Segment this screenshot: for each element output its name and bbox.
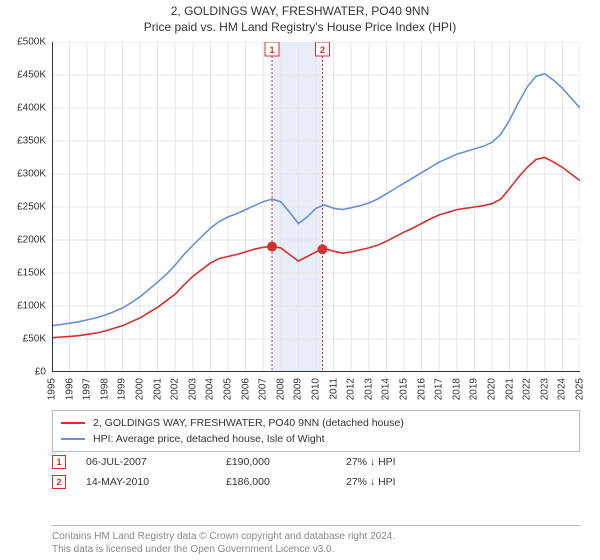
y-tick-label: £250K [17, 202, 46, 213]
x-tick-label: 2005 [223, 378, 234, 400]
svg-text:2: 2 [320, 45, 325, 55]
event-row: 2 14-MAY-2010 £186,000 27% ↓ HPI [52, 472, 580, 492]
x-tick-label: 2004 [205, 378, 216, 400]
event-marker: 2 [52, 475, 66, 489]
y-tick-label: £50K [23, 334, 46, 345]
y-tick-label: £200K [17, 235, 46, 246]
x-tick-label: 2017 [434, 378, 445, 400]
chart-container: 2, GOLDINGS WAY, FRESHWATER, PO40 9NN Pr… [0, 0, 600, 560]
x-tick-label: 2022 [522, 378, 533, 400]
x-tick-label: 2006 [240, 378, 251, 400]
legend-label: 2, GOLDINGS WAY, FRESHWATER, PO40 9NN (d… [93, 417, 404, 429]
svg-text:1: 1 [269, 45, 274, 55]
x-tick-label: 2010 [311, 378, 322, 400]
x-tick-label: 1996 [64, 378, 75, 400]
event-row: 1 06-JUL-2007 £190,000 27% ↓ HPI [52, 452, 580, 472]
x-tick-label: 2018 [451, 378, 462, 400]
x-tick-label: 2016 [416, 378, 427, 400]
legend: 2, GOLDINGS WAY, FRESHWATER, PO40 9NN (d… [52, 410, 580, 452]
x-tick-label: 2008 [275, 378, 286, 400]
attribution: Contains HM Land Registry data © Crown c… [52, 525, 580, 556]
y-tick-label: £150K [17, 268, 46, 279]
x-tick-label: 2019 [469, 378, 480, 400]
x-tick-label: 2011 [328, 378, 339, 400]
chart-title-subtitle: Price paid vs. HM Land Registry's House … [0, 20, 600, 34]
y-tick-label: £100K [17, 301, 46, 312]
x-axis: 1995199619971998199920002001200220032004… [52, 374, 580, 408]
x-tick-label: 1997 [82, 378, 93, 400]
x-tick-label: 1995 [47, 378, 58, 400]
x-tick-label: 2007 [258, 378, 269, 400]
x-tick-label: 2014 [381, 378, 392, 400]
chart-svg: 12 [52, 42, 580, 372]
chart-titles: 2, GOLDINGS WAY, FRESHWATER, PO40 9NN Pr… [0, 0, 600, 34]
x-tick-label: 2025 [575, 378, 586, 400]
y-tick-label: £450K [17, 70, 46, 81]
y-tick-label: £350K [17, 136, 46, 147]
event-date: 14-MAY-2010 [86, 476, 206, 488]
legend-swatch [61, 422, 85, 424]
plot-area: 12 [52, 42, 580, 372]
x-tick-label: 2001 [152, 378, 163, 400]
x-tick-label: 2002 [170, 378, 181, 400]
y-axis: £0£50K£100K£150K£200K£250K£300K£350K£400… [0, 42, 50, 372]
attribution-line2: This data is licensed under the Open Gov… [52, 543, 580, 556]
legend-swatch [61, 438, 85, 440]
event-price: £190,000 [226, 456, 326, 468]
y-tick-label: £400K [17, 103, 46, 114]
sale-events: 1 06-JUL-2007 £190,000 27% ↓ HPI 2 14-MAY-201… [52, 452, 580, 492]
legend-item: HPI: Average price, detached house, Isle… [61, 431, 571, 447]
x-tick-label: 1999 [117, 378, 128, 400]
x-tick-label: 2015 [399, 378, 410, 400]
x-tick-label: 2012 [346, 378, 357, 400]
x-tick-label: 2013 [363, 378, 374, 400]
event-price: £186,000 [226, 476, 326, 488]
event-marker: 1 [52, 455, 66, 469]
x-tick-label: 2009 [293, 378, 304, 400]
chart-title-address: 2, GOLDINGS WAY, FRESHWATER, PO40 9NN [0, 4, 600, 18]
y-tick-label: £0 [35, 367, 46, 378]
legend-item: 2, GOLDINGS WAY, FRESHWATER, PO40 9NN (d… [61, 415, 571, 431]
x-tick-label: 2020 [487, 378, 498, 400]
event-delta: 27% ↓ HPI [346, 456, 446, 468]
x-tick-label: 2000 [135, 378, 146, 400]
x-tick-label: 2024 [557, 378, 568, 400]
x-tick-label: 2003 [187, 378, 198, 400]
y-tick-label: £500K [17, 37, 46, 48]
event-date: 06-JUL-2007 [86, 456, 206, 468]
x-tick-label: 1998 [99, 378, 110, 400]
legend-label: HPI: Average price, detached house, Isle… [93, 433, 325, 445]
x-tick-label: 2021 [504, 378, 515, 400]
x-tick-label: 2023 [539, 378, 550, 400]
event-delta: 27% ↓ HPI [346, 476, 446, 488]
y-tick-label: £300K [17, 169, 46, 180]
attribution-line1: Contains HM Land Registry data © Crown c… [52, 530, 580, 543]
